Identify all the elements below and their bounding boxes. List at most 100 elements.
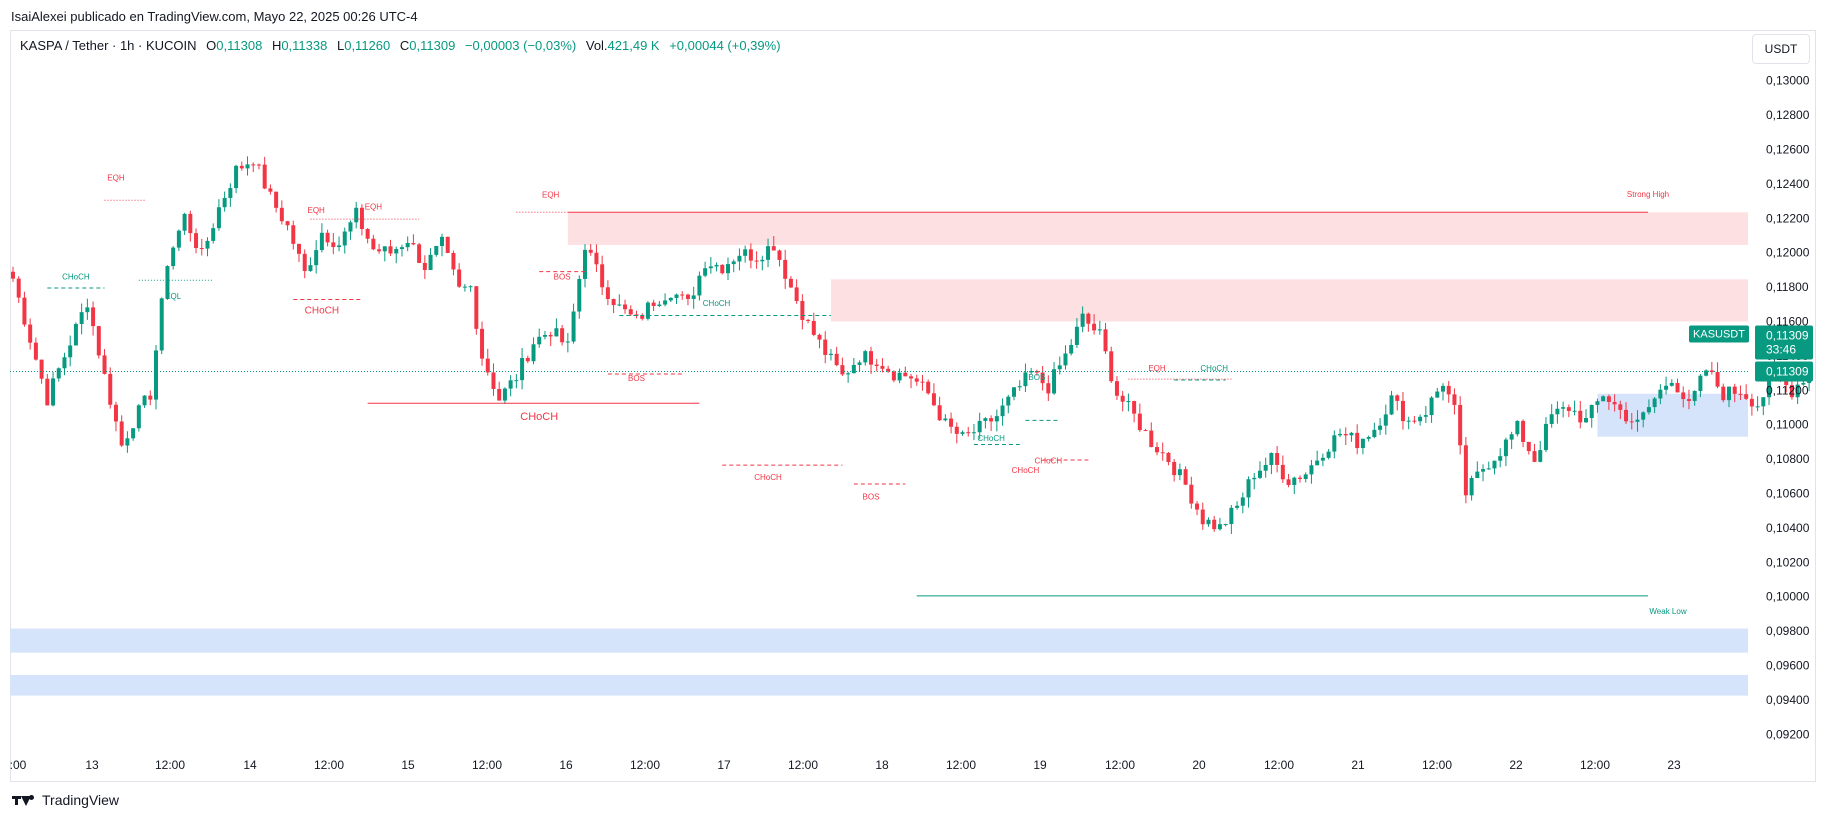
annotation-strong-high: Strong High [1627,190,1669,199]
candle-body [1269,453,1274,465]
candle-body [623,304,628,310]
candle-body [1429,397,1434,416]
candle-body [428,254,433,270]
candle-body [1126,401,1131,403]
candle-body [525,357,530,362]
candle-body [468,286,473,288]
candle-body [314,250,319,266]
candle-body [1441,385,1445,392]
candle-body [909,376,914,379]
candle-body [697,275,702,296]
candle-body [1166,452,1171,462]
candle-body [674,294,679,298]
legend-low-value: 0,11260 [344,38,391,53]
legend-volume-label: Vol. [585,38,608,53]
candle-body [234,165,239,189]
candle-body [1727,386,1731,401]
candle-body [1521,420,1526,442]
candle-body [245,164,250,169]
candle-body [766,246,771,260]
annotation-eqh: EQH [307,206,325,215]
candle-body [754,260,759,262]
candle-body [1486,468,1491,470]
currency-button[interactable]: USDT [1752,34,1810,64]
x-tick-label: 12:00 [1105,758,1135,772]
candle-body [977,420,982,433]
candle-body [216,207,221,229]
candle-body [1515,420,1520,435]
last-price-tag [1755,361,1813,382]
y-tick-label: 0,12200 [1766,211,1810,225]
candle-body [1286,479,1291,485]
candle-body [594,252,599,265]
candle-body [159,298,164,351]
candle-body [1223,524,1228,526]
candle-body [342,231,347,246]
candle-body [708,266,713,269]
legend-high-value: 0,11338 [281,38,328,53]
candle-body [371,238,376,250]
candle-body [668,297,673,301]
candle-body [1509,434,1514,440]
candle-body [434,245,439,255]
candle-body [914,378,919,382]
candle-body [102,355,107,374]
candle-body [1280,464,1285,480]
candle-body [1235,505,1240,508]
annotation-weak-low: Weak Low [1649,607,1686,616]
candle-body [79,312,84,325]
candle-body [1183,469,1188,485]
candle-body [931,393,936,406]
candle-body [1320,457,1325,461]
candle-body [1137,413,1142,431]
candle-body [685,294,690,299]
price-countdown-tag [1755,325,1813,360]
x-tick-label: :00 [10,758,27,772]
y-tick-label: 0,12800 [1766,108,1810,122]
candle-body [68,345,73,358]
tradingview-brand[interactable]: TradingView [12,792,119,808]
candle-body [457,269,462,287]
candle-body [943,418,948,421]
candle-body [1492,460,1497,469]
candle-body [949,418,954,427]
annotation-choch: CHoCH [1200,364,1228,373]
candle-body [354,207,359,223]
candle-body [291,225,296,244]
candle-body [1629,421,1634,423]
candle-body [954,426,959,434]
candle-body [165,266,170,299]
candle-body [537,336,542,345]
candle-body [205,240,210,249]
candle-body [491,372,496,389]
candle-body [1343,433,1348,436]
candle-body [1652,398,1657,408]
candle-body [691,295,696,299]
annotation-eqh: EQH [1148,364,1166,373]
candle-body [1641,412,1646,420]
x-tick-label: 20 [1192,758,1206,772]
candle-body [720,264,725,274]
legend-symbol[interactable]: KASPA / Tether · 1h · KUCOIN [20,38,197,53]
candle-body [1784,379,1789,386]
candle-body [28,324,33,343]
candle-body [783,259,788,279]
candle-body [1189,484,1194,504]
price-countdown-value: 0,11309 [1766,329,1809,343]
candle-body [405,242,410,248]
candle-body [531,344,536,362]
candle-body [119,421,124,446]
candle-body [869,351,873,365]
candle-body [199,248,204,250]
candle-body [262,164,267,189]
candle-body [56,368,61,379]
candle-body [1669,382,1674,386]
candle-body [1114,381,1119,396]
x-tick-label: 23 [1667,758,1681,772]
candle-body [1423,415,1428,417]
candle-body [182,213,187,231]
candle-body [1624,409,1629,422]
y-tick-label: 0,10600 [1766,487,1810,501]
candle-body [1721,386,1726,401]
